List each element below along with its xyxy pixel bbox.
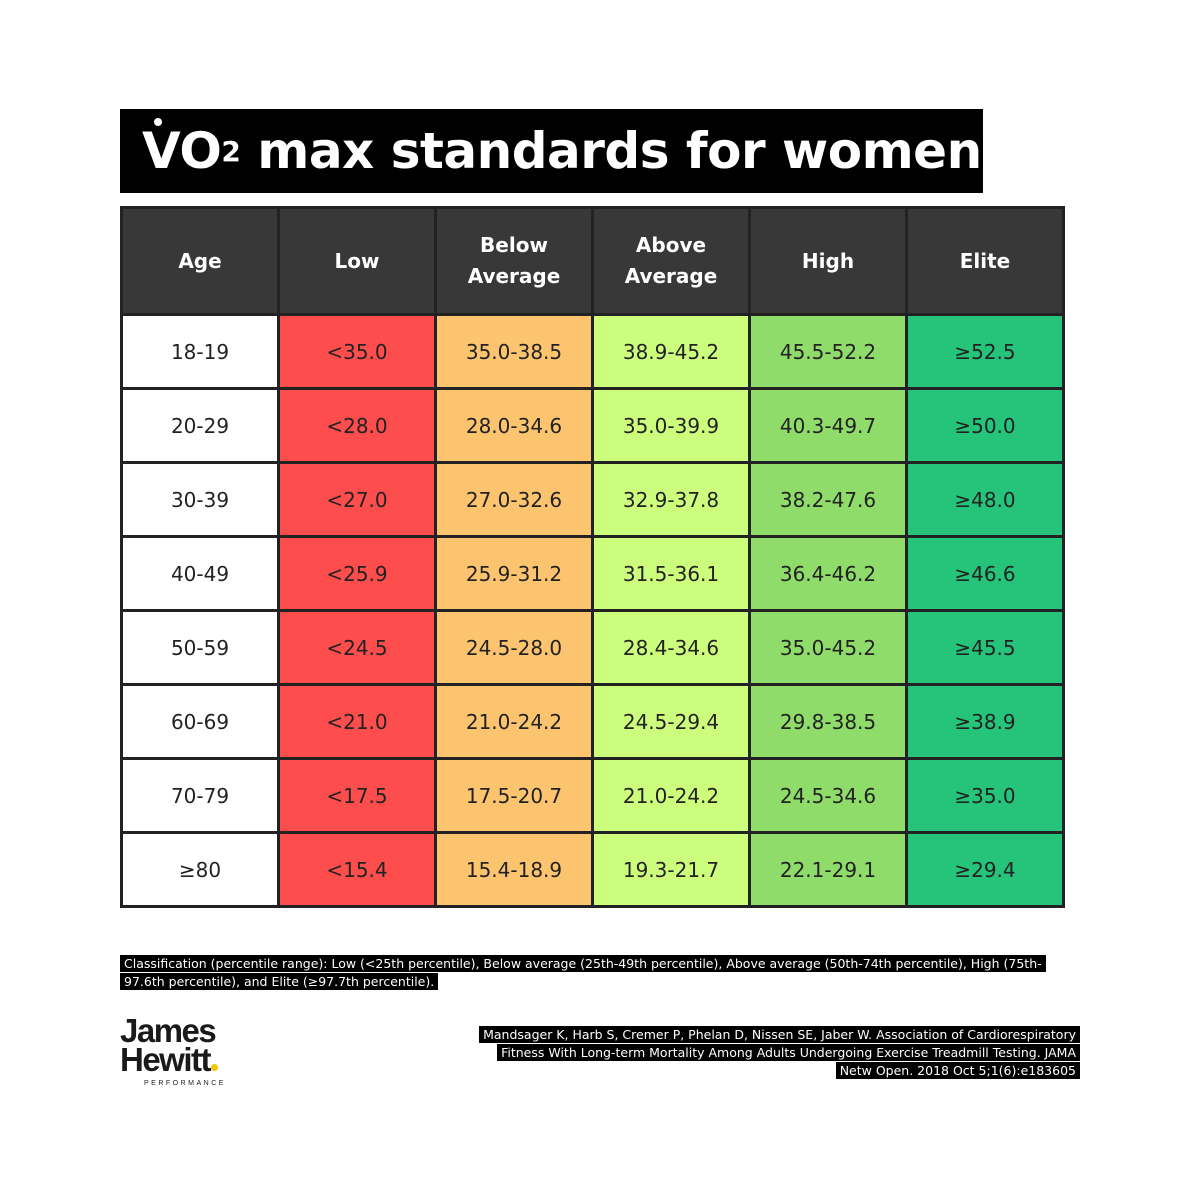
value-cell: 25.9-31.2 [434, 535, 594, 612]
value-cell: 17.5-20.7 [434, 757, 594, 834]
table-row: 20-29 <28.0 28.0-34.6 35.0-39.9 40.3-49.7 ≥50… [120, 387, 1065, 464]
value-cell: ≥52.5 [905, 313, 1065, 390]
column-header: High [748, 206, 908, 316]
value-cell: 21.0-24.2 [434, 683, 594, 760]
classification-note: Classification (percentile range): Low (… [120, 955, 1078, 991]
value-cell: ≥50.0 [905, 387, 1065, 464]
column-header: Elite [905, 206, 1065, 316]
value-cell: 35.0-45.2 [748, 609, 908, 686]
table-row: 60-69 <21.0 21.0-24.2 24.5-29.4 29.8-38.5 ≥38… [120, 683, 1065, 760]
value-cell: <28.0 [277, 387, 437, 464]
table-row: 50-59 <24.5 24.5-28.0 28.4-34.6 35.0-45.2 ≥45… [120, 609, 1065, 686]
value-cell: 24.5-29.4 [591, 683, 751, 760]
value-cell: 32.9-37.8 [591, 461, 751, 538]
citation-text: Mandsager K, Harb S, Cremer P, Phelan D,… [479, 1026, 1080, 1079]
age-cell: 40-49 [120, 535, 280, 612]
note-text: Classification (percentile range): Low (… [120, 955, 1046, 990]
value-cell: ≥48.0 [905, 461, 1065, 538]
title-rest: max standards for women [240, 122, 982, 180]
logo-dot-icon [211, 1064, 218, 1071]
title-subscript: 2 [221, 134, 241, 168]
value-cell: 27.0-32.6 [434, 461, 594, 538]
value-cell: 35.0-39.9 [591, 387, 751, 464]
value-cell: <25.9 [277, 535, 437, 612]
value-cell: 45.5-52.2 [748, 313, 908, 390]
value-cell: 28.4-34.6 [591, 609, 751, 686]
table-row: 18-19 <35.0 35.0-38.5 38.9-45.2 45.5-52.2 ≥52… [120, 313, 1065, 390]
value-cell: 40.3-49.7 [748, 387, 908, 464]
logo-tagline: PERFORMANCE [144, 1080, 226, 1087]
value-cell: 21.0-24.2 [591, 757, 751, 834]
value-cell: 24.5-28.0 [434, 609, 594, 686]
column-header: Below Average [434, 206, 594, 316]
vo2max-table: Age Low Below Average Above Average High Elit… [120, 206, 1065, 908]
citation: Mandsager K, Harb S, Cremer P, Phelan D,… [470, 1026, 1080, 1080]
age-cell: 18-19 [120, 313, 280, 390]
value-cell: ≥35.0 [905, 757, 1065, 834]
value-cell: 19.3-21.7 [591, 831, 751, 908]
value-cell: ≥38.9 [905, 683, 1065, 760]
value-cell: 15.4-18.9 [434, 831, 594, 908]
value-cell: 31.5-36.1 [591, 535, 751, 612]
value-cell: 35.0-38.5 [434, 313, 594, 390]
age-cell: 20-29 [120, 387, 280, 464]
column-header: Above Average [591, 206, 751, 316]
value-cell: <15.4 [277, 831, 437, 908]
age-cell: 30-39 [120, 461, 280, 538]
value-cell: ≥45.5 [905, 609, 1065, 686]
title-prefix: VO [142, 118, 222, 180]
page-title: VO 2 max standards for women [120, 109, 983, 193]
value-cell: <21.0 [277, 683, 437, 760]
value-cell: ≥29.4 [905, 831, 1065, 908]
value-cell: ≥46.6 [905, 535, 1065, 612]
age-cell: 70-79 [120, 757, 280, 834]
value-cell: 38.9-45.2 [591, 313, 751, 390]
header-row: Age Low Below Average Above Average High Elit… [120, 206, 1065, 316]
value-cell: 24.5-34.6 [748, 757, 908, 834]
column-header: Age [120, 206, 280, 316]
table-row: ≥80 <15.4 15.4-18.9 19.3-21.7 22.1-29.1 ≥29.4 [120, 831, 1065, 908]
logo-line2: Hewitt [120, 1041, 212, 1078]
value-cell: 36.4-46.2 [748, 535, 908, 612]
value-cell: 28.0-34.6 [434, 387, 594, 464]
value-cell: 38.2-47.6 [748, 461, 908, 538]
value-cell: <24.5 [277, 609, 437, 686]
logo-line1: James [120, 1012, 217, 1049]
value-cell: <27.0 [277, 461, 437, 538]
age-cell: 60-69 [120, 683, 280, 760]
value-cell: <35.0 [277, 313, 437, 390]
table-row: 40-49 <25.9 25.9-31.2 31.5-36.1 36.4-46.2 ≥46… [120, 535, 1065, 612]
value-cell: <17.5 [277, 757, 437, 834]
age-cell: 50-59 [120, 609, 280, 686]
table-row: 30-39 <27.0 27.0-32.6 32.9-37.8 38.2-47.6 ≥48… [120, 461, 1065, 538]
logo: James Hewitt PERFORMANCE [120, 1012, 226, 1087]
column-header: Low [277, 206, 437, 316]
table-row: 70-79 <17.5 17.5-20.7 21.0-24.2 24.5-34.6 ≥35… [120, 757, 1065, 834]
value-cell: 29.8-38.5 [748, 683, 908, 760]
age-cell: ≥80 [120, 831, 280, 908]
value-cell: 22.1-29.1 [748, 831, 908, 908]
